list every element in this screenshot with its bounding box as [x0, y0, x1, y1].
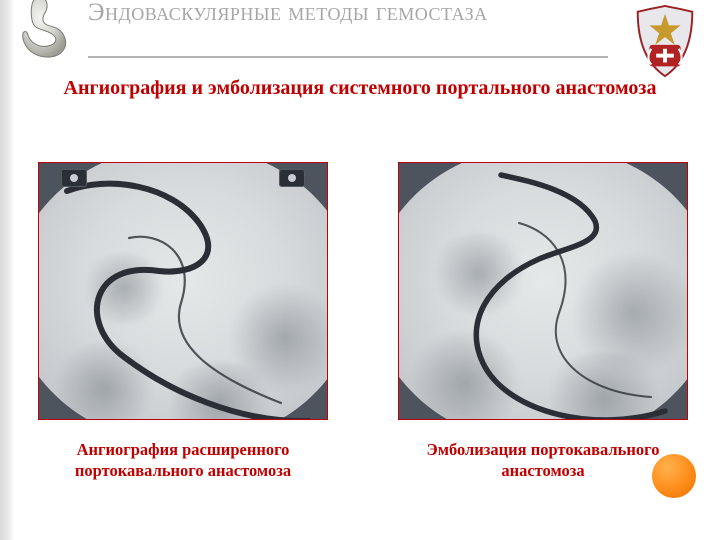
catheter-path: [67, 184, 309, 420]
slide: Эндоваскулярные методы гемостаза Ангиогр…: [0, 0, 720, 540]
catheter-overlay: [399, 163, 688, 420]
stomach-icon: [10, 0, 80, 64]
left-edge-shadow: [0, 0, 14, 540]
catheter-path: [476, 175, 665, 420]
slide-title: Эндоваскулярные методы гемостаза: [88, 0, 608, 26]
page-number-disc: [652, 454, 696, 498]
figure-row: [38, 162, 688, 420]
slide-subtitle: Ангиография и эмболизация системного пор…: [60, 76, 660, 101]
figure-right-caption: Эмболизация портокавального анастомоза: [398, 440, 688, 481]
overlay-icon-left: [61, 169, 87, 187]
caption-row: Ангиография расширенного портокавального…: [38, 440, 688, 481]
overlay-icon-right: [279, 169, 305, 187]
catheter-overlay: [39, 163, 328, 420]
title-underline: [88, 56, 608, 58]
figure-right: [398, 162, 688, 420]
guidewire-path: [519, 223, 651, 397]
figure-left-caption: Ангиография расширенного портокавального…: [38, 440, 328, 481]
figure-left: [38, 162, 328, 420]
emblem-icon: [626, 2, 704, 80]
